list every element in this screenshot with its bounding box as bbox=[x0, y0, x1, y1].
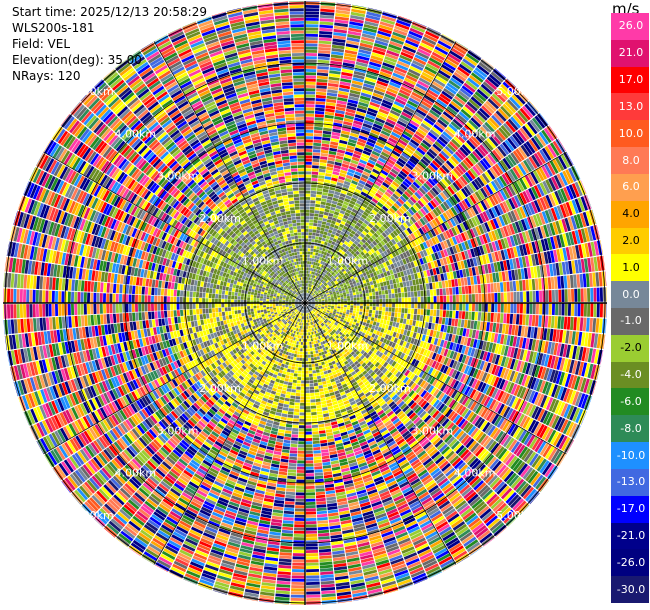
colorbar-segment bbox=[611, 415, 649, 443]
range-ring-label: 1.00km bbox=[242, 339, 284, 352]
range-ring-label: 5.00km bbox=[496, 85, 538, 98]
azimuth-spokes bbox=[3, 1, 607, 605]
colorbar-segment bbox=[611, 120, 649, 148]
range-ring-label: 1.00km bbox=[242, 255, 284, 268]
azimuth-spoke bbox=[304, 302, 567, 455]
velocity-bin-group bbox=[7, 1, 605, 600]
velocity-bin-group bbox=[10, 1, 600, 605]
colorbar-tick-label: 8.0 bbox=[622, 153, 640, 167]
azimuth-spoke bbox=[304, 151, 567, 304]
velocity-bin-group bbox=[16, 3, 595, 601]
range-ring-label: 4.00km bbox=[454, 127, 496, 140]
colorbar-tick-label: 21.0 bbox=[618, 46, 644, 60]
colorbar-tick-label: 10.0 bbox=[618, 126, 644, 140]
colorbar-segment bbox=[611, 173, 649, 202]
colorbar-segment bbox=[611, 66, 649, 94]
station-label: WLS200s-181 bbox=[12, 21, 95, 35]
azimuth-spoke bbox=[153, 41, 306, 304]
field-label: Field: VEL bbox=[12, 37, 71, 51]
colorbar-segment bbox=[611, 522, 649, 550]
colorbar-tick-label: 17.0 bbox=[618, 73, 644, 87]
nrays-label: NRays: 120 bbox=[12, 69, 81, 83]
colorbar-tick-label: -10.0 bbox=[616, 448, 646, 462]
colorbar-segment bbox=[611, 200, 649, 229]
range-ring-label: 2.00km bbox=[369, 212, 411, 225]
elevation-label: Elevation(deg): 35.00 bbox=[12, 53, 142, 67]
colorbar-segment bbox=[611, 147, 649, 175]
range-ring-label: 5.00km bbox=[496, 509, 538, 522]
range-ring-label: 2.00km bbox=[369, 382, 411, 395]
colorbar-tick-label: -26.0 bbox=[616, 555, 646, 569]
colorbar-tick-label: -8.0 bbox=[620, 421, 642, 435]
colorbar-tick-label: 2.0 bbox=[622, 233, 640, 247]
range-ring-label: 3.00km bbox=[157, 170, 199, 183]
range-ring-label: 5.00km bbox=[72, 85, 114, 98]
azimuth-spoke bbox=[304, 41, 457, 304]
velocity-bins bbox=[3, 1, 608, 605]
colorbar-tick-label: 0.0 bbox=[622, 287, 640, 301]
colorbar-tick-label: -6.0 bbox=[620, 394, 642, 408]
colorbar-tick-label: -4.0 bbox=[620, 368, 642, 382]
range-ring-label: 1.00km bbox=[327, 339, 369, 352]
range-ring-label: 4.00km bbox=[115, 127, 157, 140]
colorbar-tick-label: -17.0 bbox=[616, 502, 646, 516]
range-ring-label: 2.00km bbox=[199, 382, 241, 395]
colorbar-tick-label: -21.0 bbox=[616, 528, 646, 542]
colorbar-tick-label: 13.0 bbox=[618, 99, 644, 113]
azimuth-spoke bbox=[43, 151, 306, 304]
colorbar-tick-label: -1.0 bbox=[620, 314, 642, 328]
velocity-bin-group bbox=[17, 8, 605, 605]
colorbar-segment bbox=[611, 495, 649, 524]
colorbar-segment bbox=[611, 13, 649, 41]
colorbar-tick-label: -2.0 bbox=[620, 341, 642, 355]
range-ring-label: 5.00km bbox=[72, 509, 114, 522]
colorbar-segment bbox=[611, 308, 649, 336]
azimuth-spoke bbox=[304, 302, 457, 565]
colorbar-tick-label: 4.0 bbox=[622, 207, 640, 221]
range-ring-label: 2.00km bbox=[199, 212, 241, 225]
colorbar-tick-label: 1.0 bbox=[622, 260, 640, 274]
azimuth-spoke bbox=[43, 302, 306, 455]
colorbar-segment bbox=[611, 442, 649, 470]
colorbar-segment bbox=[611, 576, 649, 604]
colorbar-segment bbox=[611, 227, 649, 255]
azimuth-spoke bbox=[153, 302, 306, 565]
colorbar-segment bbox=[611, 281, 649, 309]
colorbar-segment bbox=[611, 468, 649, 497]
colorbar-tick-label: -13.0 bbox=[616, 475, 646, 489]
start-time-label: Start time: 2025/12/13 20:58:29 bbox=[12, 5, 207, 19]
range-ring-label: 1.00km bbox=[327, 255, 369, 268]
colorbar-segment bbox=[611, 549, 649, 577]
colorbar-segment bbox=[611, 39, 649, 68]
range-ring-label: 3.00km bbox=[412, 170, 454, 183]
colorbar-segment bbox=[611, 334, 649, 363]
range-ring-labels: 1.00km 2.00km 3.00km 4.00km 5.00km 1.00km 2.00… bbox=[72, 85, 538, 522]
range-ring-label: 3.00km bbox=[412, 424, 454, 437]
range-ring-label: 3.00km bbox=[157, 424, 199, 437]
colorbar-tick-label: 6.0 bbox=[622, 180, 640, 194]
colorbar-segment bbox=[611, 93, 649, 121]
velocity-bin-group bbox=[4, 1, 590, 601]
range-ring-label: 4.00km bbox=[115, 467, 157, 480]
colorbar-tick-label: 26.0 bbox=[618, 19, 644, 33]
colorbar-segment bbox=[611, 254, 649, 282]
colorbar-tick-label: -30.0 bbox=[616, 582, 646, 596]
colorbar-segment bbox=[611, 361, 649, 389]
range-ring-label: 4.00km bbox=[454, 467, 496, 480]
colorbar-segment bbox=[611, 388, 649, 416]
